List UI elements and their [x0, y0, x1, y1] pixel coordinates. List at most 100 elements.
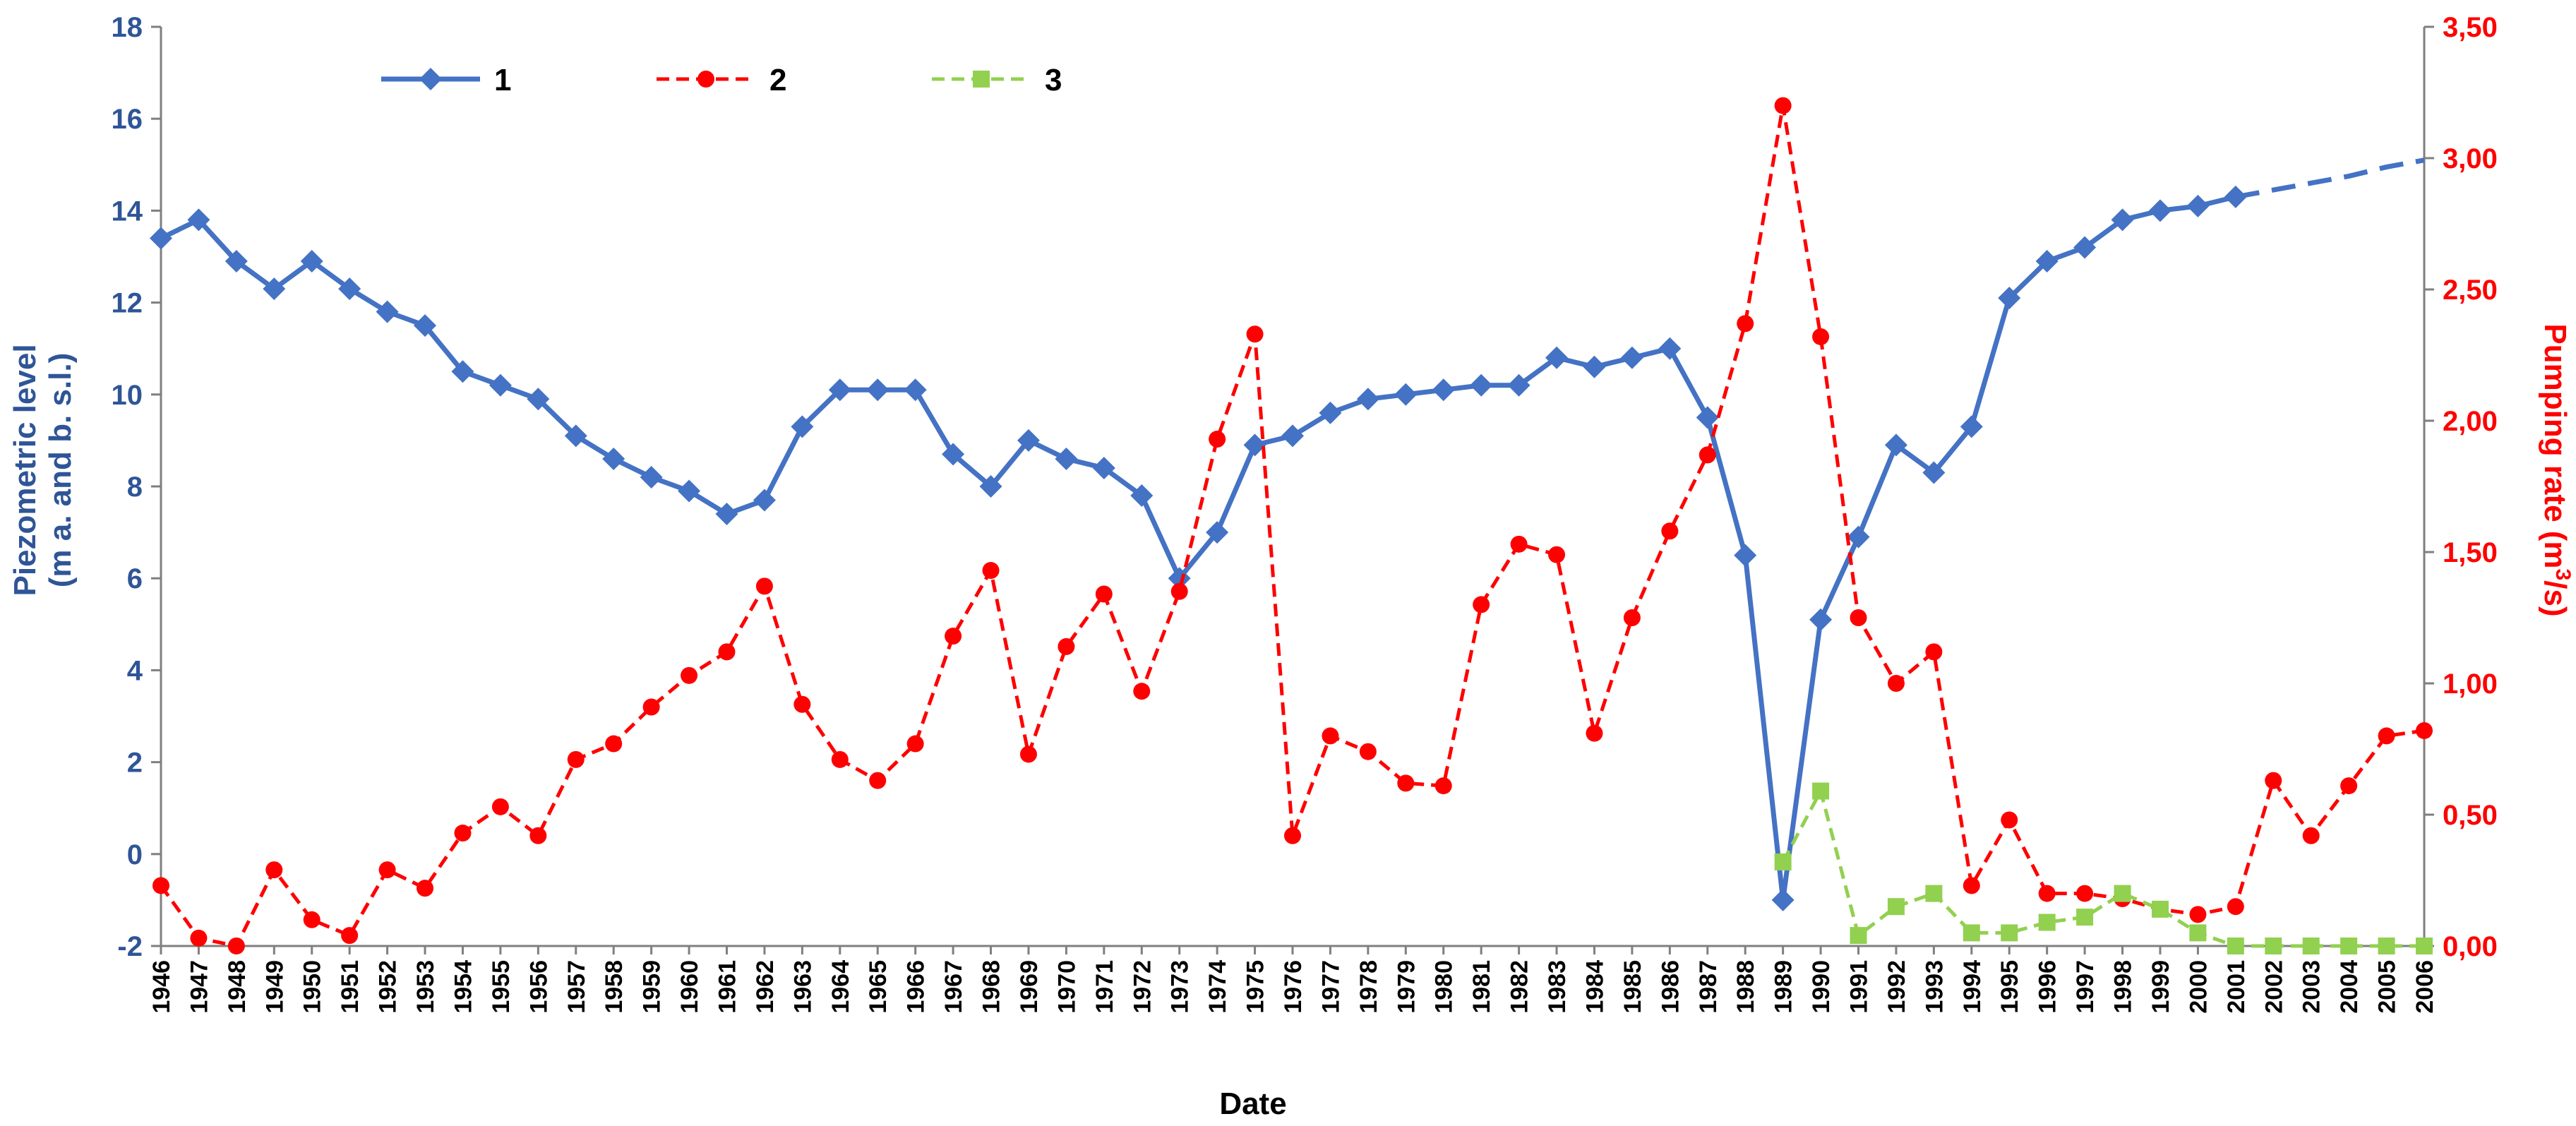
x-tick-label-2005: 2005	[2374, 960, 2401, 1014]
legend-marker-2	[697, 71, 714, 88]
series-2-point-1996	[2038, 885, 2056, 902]
x-tick-label-1961: 1961	[714, 960, 741, 1014]
x-tick-label-1953: 1953	[412, 960, 439, 1014]
series-1-point-1999	[2148, 199, 2171, 222]
legend-marker-3	[973, 71, 990, 88]
series-2-point-1974	[1209, 431, 1226, 448]
series-2-point-1962	[755, 577, 773, 595]
x-tick-label-1951: 1951	[337, 960, 364, 1014]
right-axis-title-suffix: /s)	[2538, 580, 2572, 616]
x-tick-label-1968: 1968	[978, 960, 1005, 1014]
series-layer	[150, 97, 2433, 954]
series-2-point-1958	[605, 735, 623, 753]
series-1-point-1948	[224, 250, 248, 273]
series-2-point-1960	[681, 666, 698, 684]
x-tick-label-2000: 2000	[2185, 960, 2212, 1014]
series-1-point-1964	[828, 378, 851, 402]
series-2-point-1997	[2076, 885, 2094, 902]
legend-item-1: 1	[381, 63, 511, 97]
series-2-point-1984	[1586, 724, 1603, 742]
x-tick-label-1976: 1976	[1280, 960, 1307, 1014]
series-1-point-1994	[1960, 415, 1983, 438]
series-2-point-1949	[265, 861, 283, 879]
series-1-point-1961	[715, 503, 738, 526]
left-tick-label: 14	[112, 196, 143, 227]
left-tick-label: 16	[112, 104, 143, 135]
series-2-point-1994	[1963, 877, 1980, 894]
series-2-point-1954	[454, 825, 472, 842]
right-axis-title-text: Pumping rate (m3/s)	[2538, 323, 2575, 616]
series-2	[152, 97, 2433, 954]
x-tick-label-2004: 2004	[2336, 960, 2363, 1014]
x-tick-label-1952: 1952	[375, 960, 402, 1014]
series-3-point-1991	[1850, 927, 1867, 945]
series-1-point-1960	[678, 479, 701, 503]
series-3-point-1997	[2076, 909, 2094, 926]
series-2-point-1976	[1284, 827, 1301, 844]
series-1-point-1993	[1922, 461, 1946, 484]
series-2-point-2001	[2227, 898, 2244, 916]
series-1-point-1978	[1356, 388, 1379, 411]
x-tick-label-1997: 1997	[2072, 960, 2099, 1014]
x-tick-label-1965: 1965	[865, 960, 892, 1014]
series-1-point-1988	[1734, 544, 1757, 567]
x-tick-label-1958: 1958	[601, 960, 628, 1014]
series-1-point-1956	[527, 388, 550, 411]
x-tick-label-1984: 1984	[1581, 960, 1608, 1014]
series-2-line	[159, 104, 2425, 948]
series-1-point-1970	[1055, 447, 1078, 470]
legend-item-2: 2	[657, 63, 786, 97]
x-tick-label-1946: 1946	[148, 960, 175, 1014]
x-tick-label-1969: 1969	[1016, 960, 1043, 1014]
x-tick-label-1963: 1963	[789, 960, 816, 1014]
left-tick-label: 10	[112, 380, 143, 411]
series-3-point-2001	[2227, 938, 2244, 954]
left-tick-label: 2	[127, 748, 143, 779]
x-tick-label-1948: 1948	[224, 960, 251, 1014]
series-2-point-1986	[1661, 522, 1679, 540]
series-2-point-1957	[567, 750, 585, 768]
series-1-point-1971	[1092, 456, 1115, 479]
series-2-point-1979	[1397, 774, 1415, 792]
left-tick-label: 6	[127, 563, 143, 594]
series-1-point-1981	[1470, 373, 1493, 397]
x-tick-label-1999: 1999	[2147, 960, 2174, 1014]
series-3-point-1993	[1925, 885, 1943, 902]
series-2-point-1981	[1473, 596, 1490, 613]
left-axis-title: Piezometric level (m a. and b. s.l.)	[8, 344, 78, 596]
series-2-point-2000	[2189, 906, 2207, 923]
right-axis-title-prefix: Pumping rate (m	[2538, 323, 2572, 568]
series-3-point-2004	[2340, 938, 2358, 954]
series-2-point-1993	[1925, 643, 1943, 661]
series-2-point-1988	[1737, 315, 1754, 333]
series-1-point-1974	[1206, 521, 1229, 544]
series-1-point-1957	[564, 424, 587, 448]
left-axis-title-line2: (m a. and b. s.l.)	[43, 353, 78, 588]
x-tick-label-1957: 1957	[563, 960, 590, 1014]
x-tick-label-1970: 1970	[1053, 960, 1080, 1014]
right-tick-label: 3,50	[2443, 12, 2498, 43]
series-2-point-1970	[1058, 637, 1075, 655]
series-2-point-1959	[642, 698, 660, 716]
right-tick-label: 1,50	[2443, 537, 2498, 568]
x-tick-label-1994: 1994	[1959, 960, 1986, 1014]
x-tick-label-1954: 1954	[450, 960, 477, 1014]
series-1-point-1950	[300, 250, 323, 273]
series-2-point-1982	[1510, 535, 1528, 553]
series-1-point-1969	[1017, 429, 1040, 452]
series-2-point-1991	[1850, 609, 1867, 626]
series-2-point-1963	[793, 695, 811, 713]
x-tick-label-1974: 1974	[1204, 960, 1231, 1014]
series-2-point-1978	[1359, 743, 1377, 760]
series-1-point-1959	[640, 465, 663, 489]
series-3-point-1995	[2001, 924, 2018, 942]
series-1-point-1975	[1243, 433, 1266, 457]
x-tick-label-1964: 1964	[827, 960, 854, 1014]
series-1-point-1996	[2035, 250, 2059, 273]
series-3-point-1994	[1963, 924, 1980, 942]
series-2-point-2003	[2302, 827, 2320, 844]
legend-item-3: 3	[932, 63, 1062, 97]
series-1-point-1954	[451, 360, 474, 383]
x-tick-label-2002: 2002	[2260, 960, 2287, 1014]
series-1-point-1997	[2073, 236, 2097, 259]
